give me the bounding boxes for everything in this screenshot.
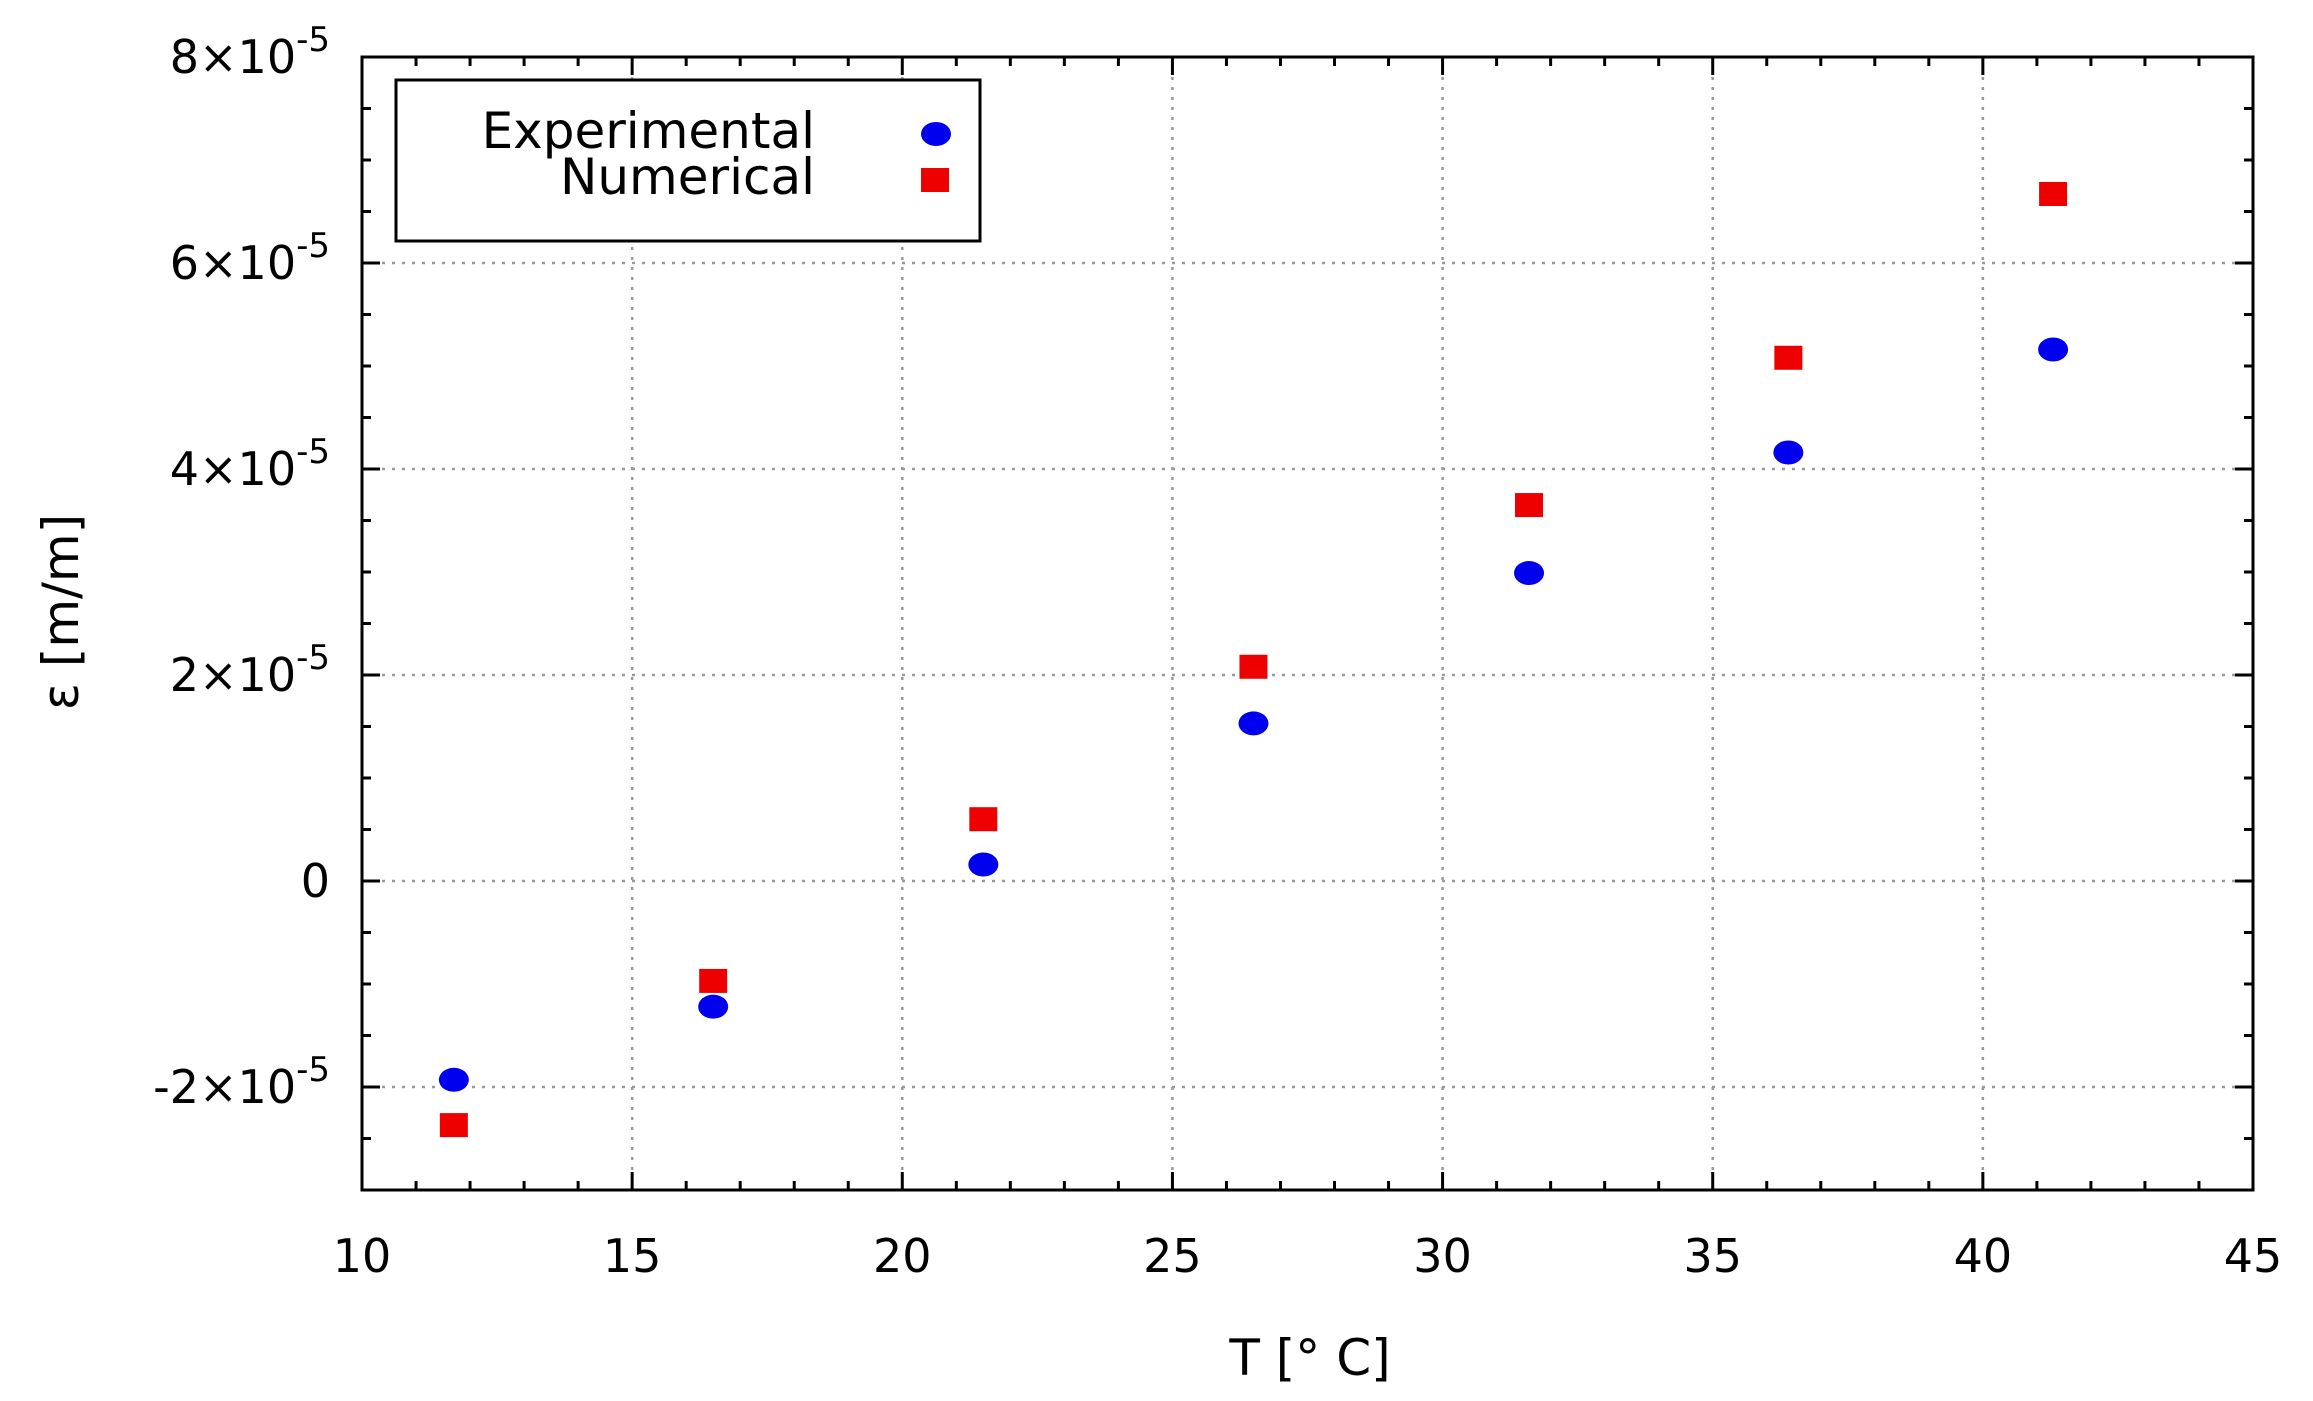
x-tick-label: 25 bbox=[1143, 1229, 1202, 1283]
point-experimental bbox=[438, 1067, 469, 1092]
data-points bbox=[438, 181, 2069, 1138]
y-tick-label: 0 bbox=[301, 854, 330, 908]
legend: Experimental Numerical bbox=[394, 78, 982, 243]
point-numerical bbox=[1239, 654, 1268, 679]
point-numerical bbox=[699, 968, 728, 993]
legend-marker-numerical bbox=[921, 168, 949, 192]
x-tick-label: 40 bbox=[1954, 1229, 2013, 1283]
x-tick-label: 15 bbox=[603, 1229, 662, 1283]
point-numerical bbox=[439, 1113, 468, 1138]
point-experimental bbox=[1773, 440, 1804, 465]
point-numerical bbox=[2039, 181, 2068, 206]
point-experimental bbox=[1514, 561, 1545, 586]
y-tick-label: 6×10-5 bbox=[170, 226, 330, 290]
point-experimental bbox=[698, 994, 729, 1019]
y-tick-label: -2×10-5 bbox=[153, 1050, 330, 1114]
axis-ticks bbox=[360, 55, 2255, 1192]
x-tick-label: 45 bbox=[2224, 1229, 2283, 1283]
y-axis-title: ε [m/m] bbox=[32, 514, 90, 710]
tick-labels: 10 15 20 25 30 35 40 45 -2×10-5 0 2×10-5 4×10-5 6×10… bbox=[153, 20, 2282, 1283]
point-experimental bbox=[1238, 711, 1269, 736]
legend-marker-experimental bbox=[921, 122, 951, 146]
point-numerical bbox=[1515, 493, 1544, 518]
x-tick-label: 30 bbox=[1413, 1229, 1472, 1283]
legend-label-experimental: Experimental bbox=[482, 102, 815, 160]
x-tick-label: 35 bbox=[1683, 1229, 1742, 1283]
point-experimental bbox=[2038, 337, 2069, 362]
legend-label-numerical: Numerical bbox=[560, 148, 815, 206]
x-tick-label: 10 bbox=[333, 1229, 392, 1283]
point-experimental bbox=[968, 852, 999, 877]
y-tick-label: 4×10-5 bbox=[170, 432, 330, 496]
x-tick-label: 20 bbox=[873, 1229, 932, 1283]
x-axis-title: T [° C] bbox=[1228, 1329, 1390, 1387]
point-numerical bbox=[969, 807, 998, 832]
y-tick-label: 2×10-5 bbox=[170, 638, 330, 702]
legend-box bbox=[394, 78, 982, 243]
y-tick-label: 8×10-5 bbox=[170, 20, 330, 84]
point-numerical bbox=[1774, 345, 1803, 370]
